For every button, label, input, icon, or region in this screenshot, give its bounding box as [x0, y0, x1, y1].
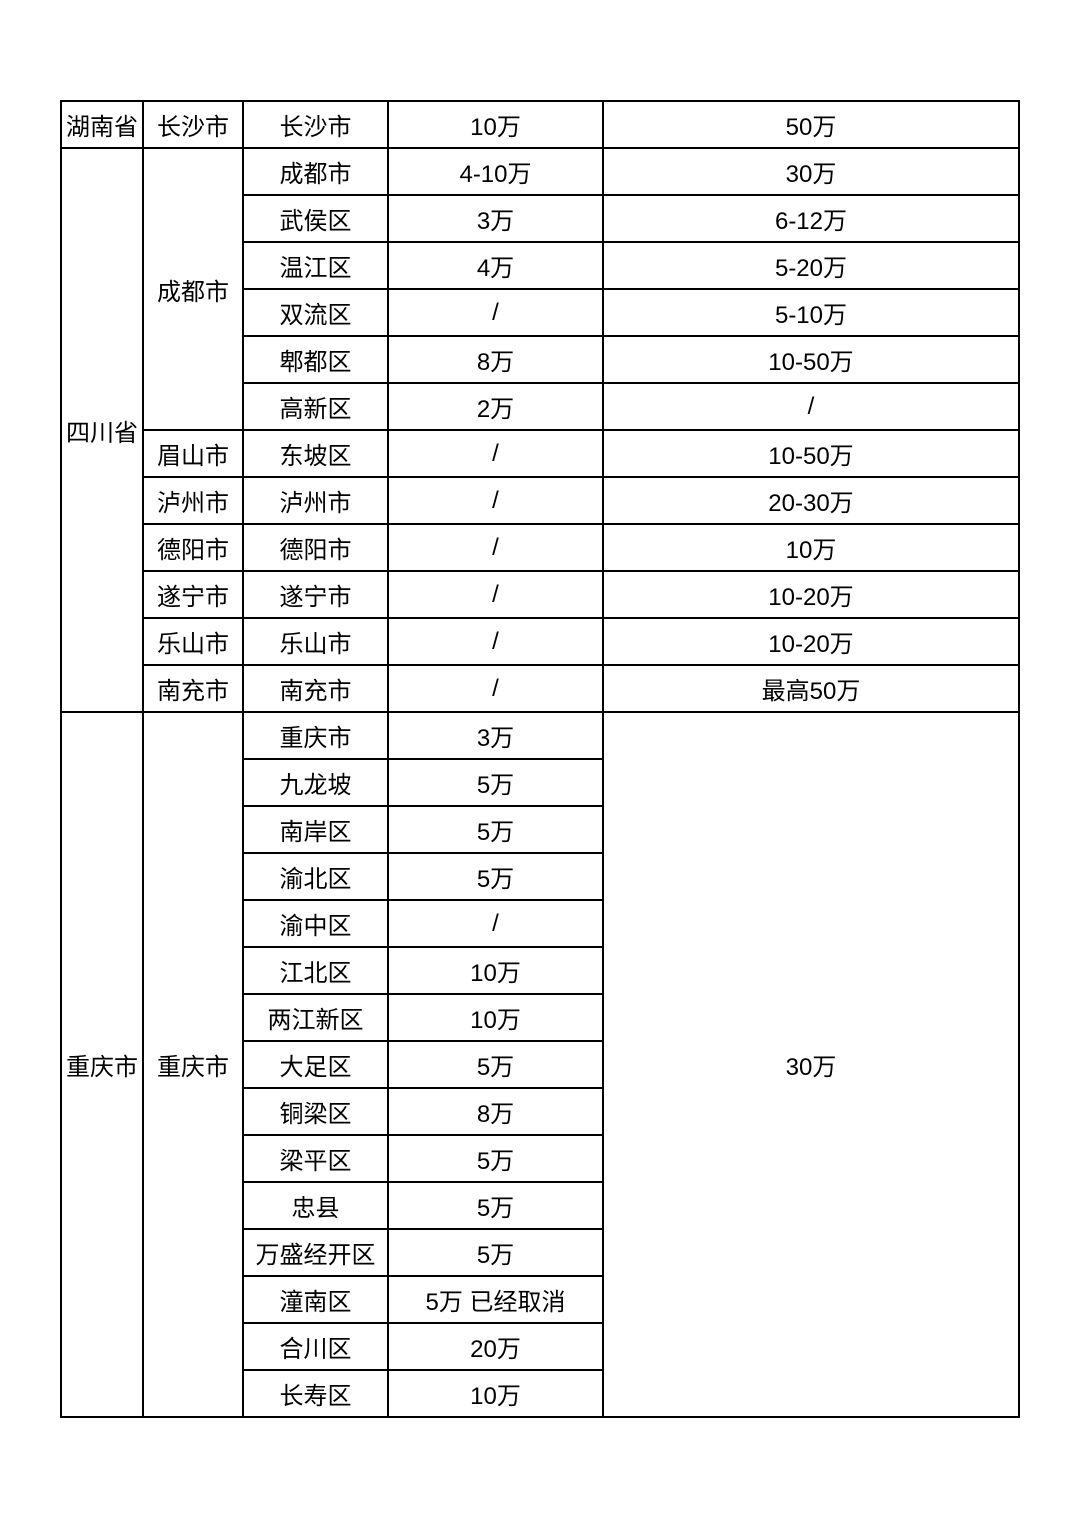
cell-district: 忠县 — [243, 1182, 388, 1229]
cell-value1: / — [388, 571, 603, 618]
cell-city: 眉山市 — [143, 430, 243, 477]
cell-value1: 2万 — [388, 383, 603, 430]
cell-district: 双流区 — [243, 289, 388, 336]
cell-district: 九龙坡 — [243, 759, 388, 806]
table-row: 眉山市 东坡区 / 10-50万 — [61, 430, 1019, 477]
cell-district: 德阳市 — [243, 524, 388, 571]
cell-value1: / — [388, 665, 603, 712]
cell-district: 郫都区 — [243, 336, 388, 383]
cell-value2: 最高50万 — [603, 665, 1019, 712]
cell-district: 潼南区 — [243, 1276, 388, 1323]
cell-value1: / — [388, 618, 603, 665]
cell-district: 温江区 — [243, 242, 388, 289]
cell-value1: 3万 — [388, 712, 603, 759]
cell-value2: 10万 — [603, 524, 1019, 571]
cell-value2: 20-30万 — [603, 477, 1019, 524]
cell-district: 江北区 — [243, 947, 388, 994]
cell-city: 遂宁市 — [143, 571, 243, 618]
table-row: 湖南省 长沙市 长沙市 10万 50万 — [61, 101, 1019, 148]
cell-value2: 10-50万 — [603, 336, 1019, 383]
table-row: 德阳市 德阳市 / 10万 — [61, 524, 1019, 571]
cell-city: 重庆市 — [143, 712, 243, 1417]
cell-district: 长沙市 — [243, 101, 388, 148]
cell-district: 梁平区 — [243, 1135, 388, 1182]
cell-value1: 5万 — [388, 1182, 603, 1229]
cell-value1: / — [388, 477, 603, 524]
cell-province: 湖南省 — [61, 101, 143, 148]
cell-city: 德阳市 — [143, 524, 243, 571]
table-row: 乐山市 乐山市 / 10-20万 — [61, 618, 1019, 665]
cell-value1: 10万 — [388, 947, 603, 994]
cell-district: 武侯区 — [243, 195, 388, 242]
cell-value1: 10万 — [388, 994, 603, 1041]
cell-value2: 5-10万 — [603, 289, 1019, 336]
cell-value2: / — [603, 383, 1019, 430]
cell-value1: 4万 — [388, 242, 603, 289]
cell-value2: 10-20万 — [603, 618, 1019, 665]
cell-district: 南岸区 — [243, 806, 388, 853]
cell-city: 成都市 — [143, 148, 243, 430]
cell-value1: 5万 已经取消 — [388, 1276, 603, 1323]
cell-value1: 8万 — [388, 1088, 603, 1135]
cell-district: 泸州市 — [243, 477, 388, 524]
page-container: 湖南省 长沙市 长沙市 10万 50万 四川省 成都市 成都市 4-10万 30… — [0, 0, 1080, 1525]
cell-value1: 8万 — [388, 336, 603, 383]
cell-value1: 5万 — [388, 1229, 603, 1276]
cell-value1: 5万 — [388, 759, 603, 806]
cell-value2: 6-12万 — [603, 195, 1019, 242]
cell-district: 南充市 — [243, 665, 388, 712]
cell-district: 长寿区 — [243, 1370, 388, 1417]
cell-value2: 30万 — [603, 148, 1019, 195]
cell-value1: 5万 — [388, 806, 603, 853]
table-row: 泸州市 泸州市 / 20-30万 — [61, 477, 1019, 524]
table-row: 四川省 成都市 成都市 4-10万 30万 — [61, 148, 1019, 195]
cell-district: 大足区 — [243, 1041, 388, 1088]
cell-value1: 10万 — [388, 101, 603, 148]
table-row: 南充市 南充市 / 最高50万 — [61, 665, 1019, 712]
cell-district: 渝北区 — [243, 853, 388, 900]
cell-city: 乐山市 — [143, 618, 243, 665]
cell-value2: 10-20万 — [603, 571, 1019, 618]
cell-city: 长沙市 — [143, 101, 243, 148]
cell-district: 两江新区 — [243, 994, 388, 1041]
cell-value1: 4-10万 — [388, 148, 603, 195]
cell-value2: 50万 — [603, 101, 1019, 148]
cell-value1: 5万 — [388, 853, 603, 900]
cell-district: 东坡区 — [243, 430, 388, 477]
cell-district: 遂宁市 — [243, 571, 388, 618]
cell-value2: 30万 — [603, 712, 1019, 1417]
cell-value1: 20万 — [388, 1323, 603, 1370]
cell-value1: / — [388, 524, 603, 571]
cell-value1: 3万 — [388, 195, 603, 242]
cell-district: 铜梁区 — [243, 1088, 388, 1135]
data-table: 湖南省 长沙市 长沙市 10万 50万 四川省 成都市 成都市 4-10万 30… — [60, 100, 1020, 1418]
table-row: 遂宁市 遂宁市 / 10-20万 — [61, 571, 1019, 618]
cell-district: 渝中区 — [243, 900, 388, 947]
cell-district: 乐山市 — [243, 618, 388, 665]
cell-city: 南充市 — [143, 665, 243, 712]
cell-district: 重庆市 — [243, 712, 388, 759]
cell-district: 成都市 — [243, 148, 388, 195]
cell-value1: / — [388, 430, 603, 477]
cell-province: 四川省 — [61, 148, 143, 712]
cell-value1: / — [388, 289, 603, 336]
cell-district: 高新区 — [243, 383, 388, 430]
cell-value1: 10万 — [388, 1370, 603, 1417]
cell-value2: 10-50万 — [603, 430, 1019, 477]
cell-city: 泸州市 — [143, 477, 243, 524]
cell-value1: 5万 — [388, 1135, 603, 1182]
cell-value2: 5-20万 — [603, 242, 1019, 289]
cell-value1: 5万 — [388, 1041, 603, 1088]
table-row: 重庆市 重庆市 重庆市 3万 30万 — [61, 712, 1019, 759]
cell-district: 合川区 — [243, 1323, 388, 1370]
cell-district: 万盛经开区 — [243, 1229, 388, 1276]
cell-value1: / — [388, 900, 603, 947]
cell-province: 重庆市 — [61, 712, 143, 1417]
